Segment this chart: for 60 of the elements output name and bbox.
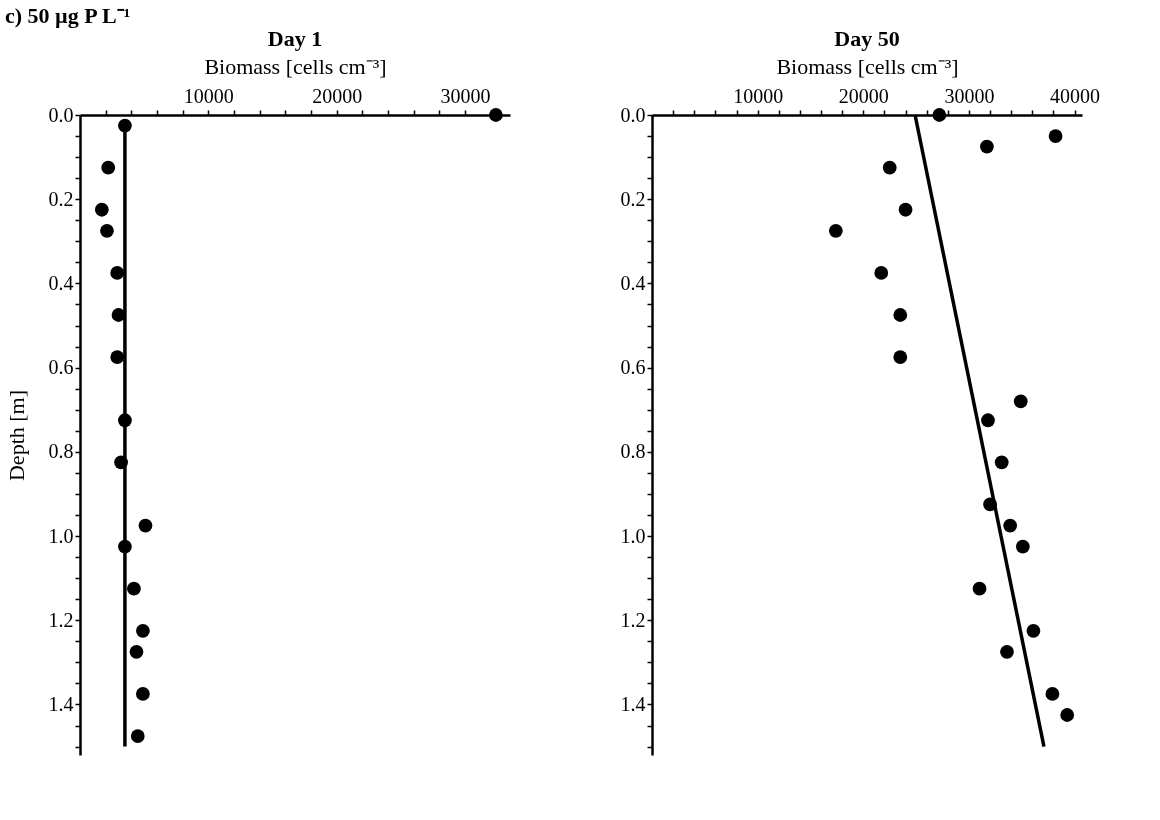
point [981, 413, 995, 428]
y-tick-label: 1.4 [48, 692, 74, 715]
x-tick-label: 10000 [733, 84, 784, 107]
y-tick-label: 0.0 [620, 103, 646, 126]
point [1003, 518, 1018, 533]
y-tick-label: 0.6 [620, 356, 646, 379]
point [893, 350, 908, 364]
point [1026, 623, 1041, 638]
x-tick-label: 30000 [440, 84, 491, 107]
y-tick-label: 1.0 [48, 524, 74, 547]
chart-title: Day 1 [267, 26, 323, 51]
y-axis-title: Depth [m] [3, 389, 29, 482]
point [893, 308, 908, 322]
x-tick-label: 20000 [312, 84, 363, 107]
point [136, 687, 150, 701]
point [882, 160, 897, 175]
point [980, 139, 994, 154]
text: c) 50 µg P L⁻¹ [5, 3, 131, 28]
point [1015, 539, 1030, 554]
point [127, 581, 141, 596]
y-tick-label: 0.8 [620, 440, 646, 463]
point [1013, 394, 1028, 409]
y-tick-label: 0.4 [48, 271, 74, 294]
x-tick-label: 10000 [183, 84, 234, 107]
point [1045, 687, 1060, 701]
y-tick-label: 0.4 [620, 271, 646, 294]
y-tick-label: 0.2 [620, 187, 646, 210]
x-tick-label: 40000 [1050, 84, 1101, 107]
y-tick-label: 1.2 [48, 608, 74, 631]
point [874, 266, 889, 280]
point [138, 518, 153, 533]
point [100, 223, 114, 238]
point [972, 581, 987, 596]
point [130, 729, 145, 743]
y-tick-label: 0.6 [48, 356, 74, 379]
point [1060, 708, 1075, 722]
y-tick-label: 1.4 [620, 692, 646, 715]
point [994, 455, 1009, 470]
x-axis-title: Biomass [cells cm⁻³] [204, 53, 387, 79]
x-tick-label: 20000 [838, 84, 889, 107]
x-tick-label: 30000 [944, 84, 995, 107]
point [94, 202, 109, 217]
point [110, 266, 125, 280]
point [932, 108, 947, 122]
point [898, 202, 913, 217]
point [488, 108, 503, 122]
y-tick-label: 0.2 [48, 187, 74, 210]
chart-title: Day 50 [834, 26, 900, 51]
point [136, 623, 150, 638]
y-tick-label: 0.0 [48, 103, 74, 126]
point [828, 223, 843, 238]
y-tick-label: 1.2 [620, 608, 646, 631]
point [1048, 129, 1063, 143]
point [1000, 644, 1014, 659]
point [101, 160, 116, 175]
x-axis-title: Biomass [cells cm⁻³] [776, 53, 959, 79]
y-tick-label: 1.0 [620, 524, 646, 547]
point [129, 644, 144, 659]
point [110, 350, 125, 364]
y-tick-label: 0.8 [48, 440, 74, 463]
